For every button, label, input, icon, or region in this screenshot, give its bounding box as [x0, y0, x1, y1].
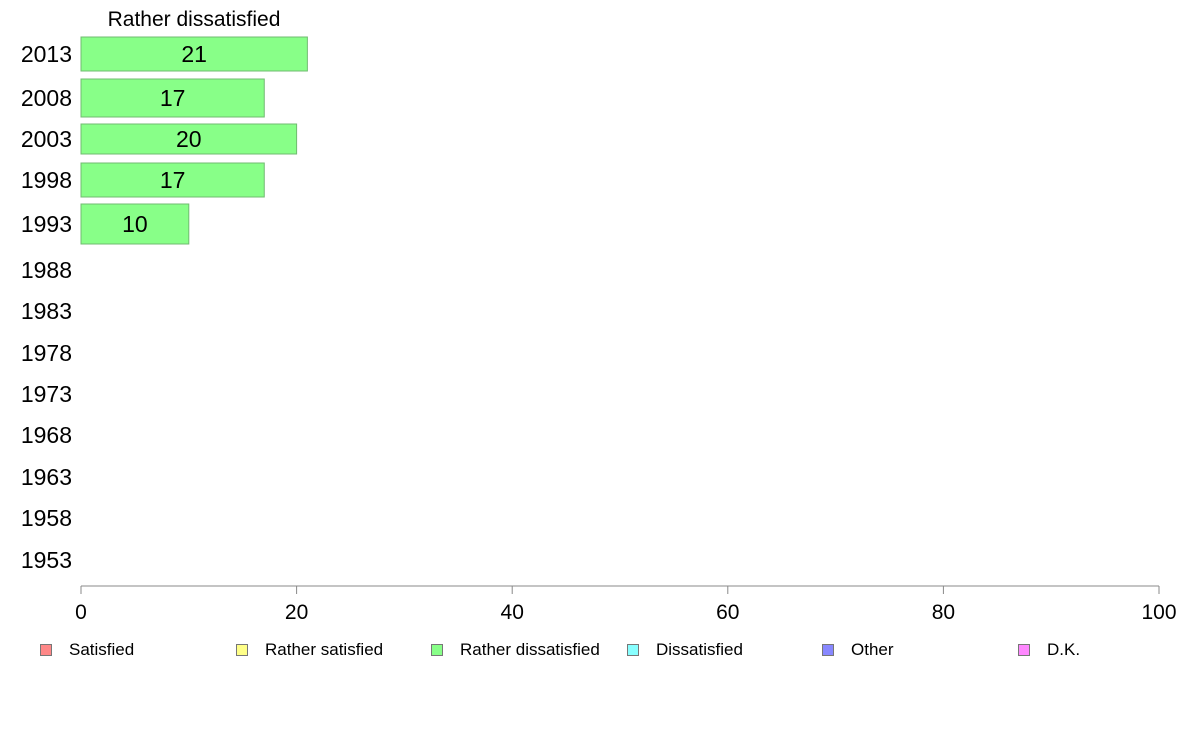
legend-swatch — [1018, 644, 1030, 656]
legend-label: Satisfied — [69, 640, 135, 659]
x-tick-label-60: 60 — [716, 601, 739, 624]
x-axis: 0 20 40 60 80 100 — [75, 585, 1177, 624]
bar-2013 — [80, 36, 308, 72]
bar-2003 — [80, 123, 298, 155]
legend-swatch — [236, 644, 248, 656]
y-tick-label-2003: 2003 — [21, 126, 72, 152]
legend-label: Dissatisfied — [656, 640, 743, 659]
y-tick-label-1958: 1958 — [21, 505, 72, 531]
y-tick-label-2008: 2008 — [21, 85, 72, 111]
x-tick-label-40: 40 — [501, 601, 524, 624]
y-tick-label-1953: 1953 — [21, 547, 72, 573]
x-tick-label-80: 80 — [932, 601, 955, 624]
chart-title: Rather dissatisfied — [108, 8, 281, 31]
legend-item-d-k: D.K. — [1018, 638, 1080, 662]
data-label-1993: 10 — [122, 211, 148, 237]
bar-1993 — [80, 203, 190, 245]
legend-item-rather-satisfied: Rather satisfied — [236, 638, 383, 662]
chart-legend: Satisfied Rather satisfied Rather dissatis… — [0, 638, 1188, 662]
y-tick-label-1963: 1963 — [21, 464, 72, 490]
legend-item-other: Other — [822, 638, 894, 662]
legend-swatch — [627, 644, 639, 656]
y-axis-labels: 2013 2008 2003 1998 1993 1988 1983 1978 1973 1968… — [21, 41, 72, 573]
y-tick-label-1983: 1983 — [21, 298, 72, 324]
data-label-2008: 17 — [160, 85, 186, 111]
bars-layer: 21 17 20 17 10 — [80, 36, 308, 245]
legend-label: Rather satisfied — [265, 640, 384, 659]
bar-1998 — [80, 162, 265, 198]
legend-swatch — [40, 644, 52, 656]
legend-swatch — [431, 644, 443, 656]
y-tick-label-1998: 1998 — [21, 167, 72, 193]
data-label-2003: 20 — [176, 126, 202, 152]
legend-label: Other — [851, 640, 894, 659]
y-tick-label-1968: 1968 — [21, 422, 72, 448]
legend-item-dissatisfied: Dissatisfied — [627, 638, 743, 662]
y-tick-label-2013: 2013 — [21, 41, 72, 67]
bar-2008 — [80, 78, 265, 118]
x-tick-label-100: 100 — [1141, 601, 1176, 624]
x-tick-label-20: 20 — [285, 601, 308, 624]
legend-swatch — [822, 644, 834, 656]
y-tick-label-1978: 1978 — [21, 340, 72, 366]
data-label-1998: 17 — [160, 167, 186, 193]
legend-label: D.K. — [1047, 640, 1081, 659]
y-tick-label-1973: 1973 — [21, 381, 72, 407]
data-label-2013: 21 — [181, 41, 207, 67]
y-tick-label-1993: 1993 — [21, 211, 72, 237]
legend-item-rather-dissatisfied: Rather dissatisfied — [431, 638, 600, 662]
x-tick-label-0: 0 — [75, 601, 87, 624]
legend-item-satisfied: Satisfied — [40, 638, 134, 662]
legend-label: Rather dissatisfied — [460, 640, 600, 659]
y-tick-label-1988: 1988 — [21, 257, 72, 283]
